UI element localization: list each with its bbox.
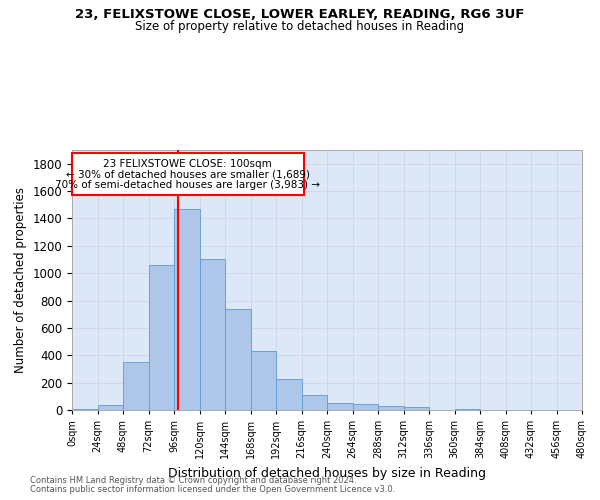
Bar xyxy=(251,351,276,410)
Bar xyxy=(353,404,378,410)
Bar xyxy=(149,265,174,410)
Text: ← 30% of detached houses are smaller (1,689): ← 30% of detached houses are smaller (1,… xyxy=(66,170,310,179)
Bar xyxy=(455,408,480,410)
Y-axis label: Number of detached properties: Number of detached properties xyxy=(14,187,27,373)
Bar xyxy=(302,395,327,410)
X-axis label: Distribution of detached houses by size in Reading: Distribution of detached houses by size … xyxy=(168,466,486,479)
Bar xyxy=(199,260,225,410)
Bar xyxy=(72,408,97,410)
Text: Contains public sector information licensed under the Open Government Licence v3: Contains public sector information licen… xyxy=(30,485,395,494)
Bar xyxy=(97,405,123,410)
Text: 70% of semi-detached houses are larger (3,983) →: 70% of semi-detached houses are larger (… xyxy=(55,180,320,190)
Text: Contains HM Land Registry data © Crown copyright and database right 2024.: Contains HM Land Registry data © Crown c… xyxy=(30,476,356,485)
FancyBboxPatch shape xyxy=(72,154,304,196)
Text: 23, FELIXSTOWE CLOSE, LOWER EARLEY, READING, RG6 3UF: 23, FELIXSTOWE CLOSE, LOWER EARLEY, READ… xyxy=(76,8,524,20)
Text: 23 FELIXSTOWE CLOSE: 100sqm: 23 FELIXSTOWE CLOSE: 100sqm xyxy=(103,158,272,168)
Bar xyxy=(276,379,302,410)
Text: Size of property relative to detached houses in Reading: Size of property relative to detached ho… xyxy=(136,20,464,33)
Bar xyxy=(225,308,251,410)
Bar xyxy=(404,408,429,410)
Bar xyxy=(174,209,199,410)
Bar xyxy=(378,406,404,410)
Bar xyxy=(123,362,149,410)
Bar xyxy=(327,403,353,410)
